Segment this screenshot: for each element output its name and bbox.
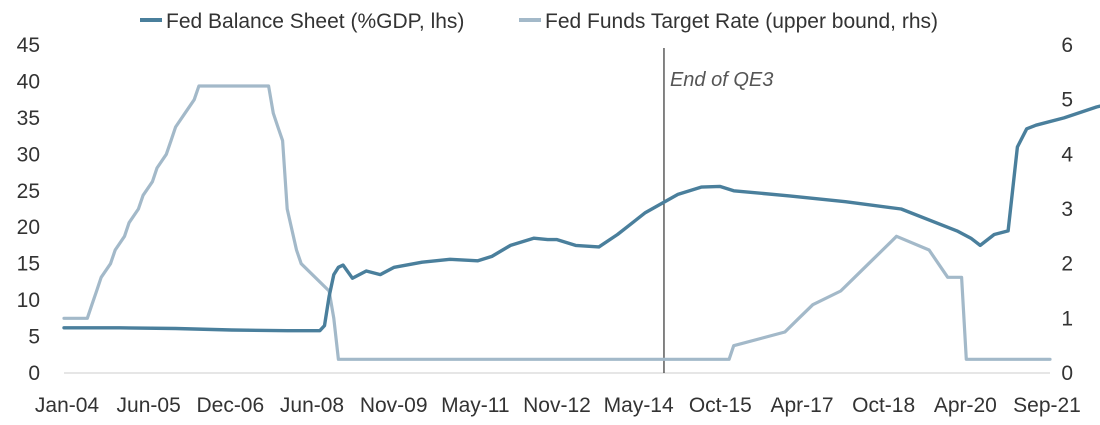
y-right-tick-1: 1 (1061, 307, 1073, 330)
x-tick-Jun-05: Jun-05 (117, 394, 181, 417)
end-of-qe3-label: End of QE3 (670, 69, 773, 91)
x-tick-Sep-21: Sep-21 (1013, 394, 1081, 417)
x-tick-Oct-15: Oct-15 (689, 394, 752, 417)
y-right-tick-0: 0 (1061, 362, 1073, 385)
x-tick-Jun-08: Jun-08 (280, 394, 344, 417)
x-tick-Nov-09: Nov-09 (360, 394, 428, 417)
y-left-tick-0: 0 (28, 362, 40, 385)
y-right-tick-2: 2 (1061, 253, 1073, 276)
x-tick-May-14: May-14 (604, 394, 674, 417)
annotation-group: End of QE3 (663, 48, 773, 373)
x-tick-Jan-04: Jan-04 (35, 394, 100, 417)
y-right-tick-3: 3 (1061, 198, 1073, 221)
x-axis: Jan-04 Jun-05 Dec-06 Jun-08 Nov-09 May-11 Nov-… (35, 372, 1081, 417)
x-tick-May-11: May-11 (441, 394, 509, 417)
y-right-tick-5: 5 (1061, 89, 1073, 112)
series-line-balance-sheet (62, 104, 1100, 333)
y-left-tick-10: 10 (17, 289, 40, 312)
y-left-tick-35: 35 (17, 107, 40, 130)
legend: Fed Balance Sheet (%GDP, lhs) Fed Funds … (140, 10, 938, 33)
x-tick-Apr-17: Apr-17 (770, 394, 833, 417)
series-line-fed-funds-rate (62, 84, 1052, 361)
y-right-tick-4: 4 (1061, 143, 1073, 166)
x-tick-Apr-20: Apr-20 (934, 394, 997, 417)
x-tick-Nov-12: Nov-12 (523, 394, 591, 417)
y-axis-right: 0 1 2 3 4 5 6 (1061, 34, 1073, 385)
y-left-tick-40: 40 (17, 70, 40, 93)
y-left-tick-25: 25 (17, 180, 40, 203)
y-left-tick-30: 30 (17, 143, 40, 166)
y-left-tick-5: 5 (28, 326, 40, 349)
legend-label-balance-sheet: Fed Balance Sheet (%GDP, lhs) (166, 10, 464, 33)
y-left-tick-45: 45 (17, 34, 40, 57)
y-right-tick-6: 6 (1061, 34, 1073, 57)
y-left-tick-20: 20 (17, 216, 40, 239)
x-tick-Dec-06: Dec-06 (196, 394, 264, 417)
y-left-tick-15: 15 (17, 253, 40, 276)
legend-label-fed-funds-rate: Fed Funds Target Rate (upper bound, rhs) (545, 10, 938, 33)
series-group (62, 84, 1100, 361)
x-tick-Oct-18: Oct-18 (852, 394, 915, 417)
y-axis-left: 0 5 10 15 20 25 30 35 40 45 (17, 34, 40, 385)
